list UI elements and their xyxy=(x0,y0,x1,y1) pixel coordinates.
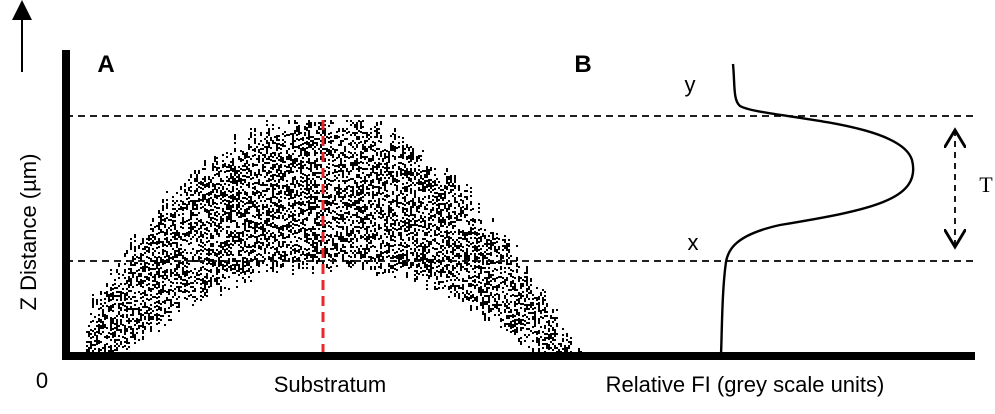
panel-b-label: B xyxy=(574,51,591,78)
panel-a-label: A xyxy=(97,51,114,78)
y-axis-label: Z Distance (µm) xyxy=(16,154,41,311)
bottom-marker: x xyxy=(688,230,699,255)
origin-label: 0 xyxy=(36,368,48,393)
biofilm-speckle xyxy=(86,120,582,354)
thickness-label: T xyxy=(979,172,993,197)
substratum-label: Substratum xyxy=(274,372,387,397)
intensity-curve xyxy=(719,63,915,356)
top-marker: y xyxy=(685,72,696,97)
fi-axis-label: Relative FI (grey scale units) xyxy=(606,372,885,397)
